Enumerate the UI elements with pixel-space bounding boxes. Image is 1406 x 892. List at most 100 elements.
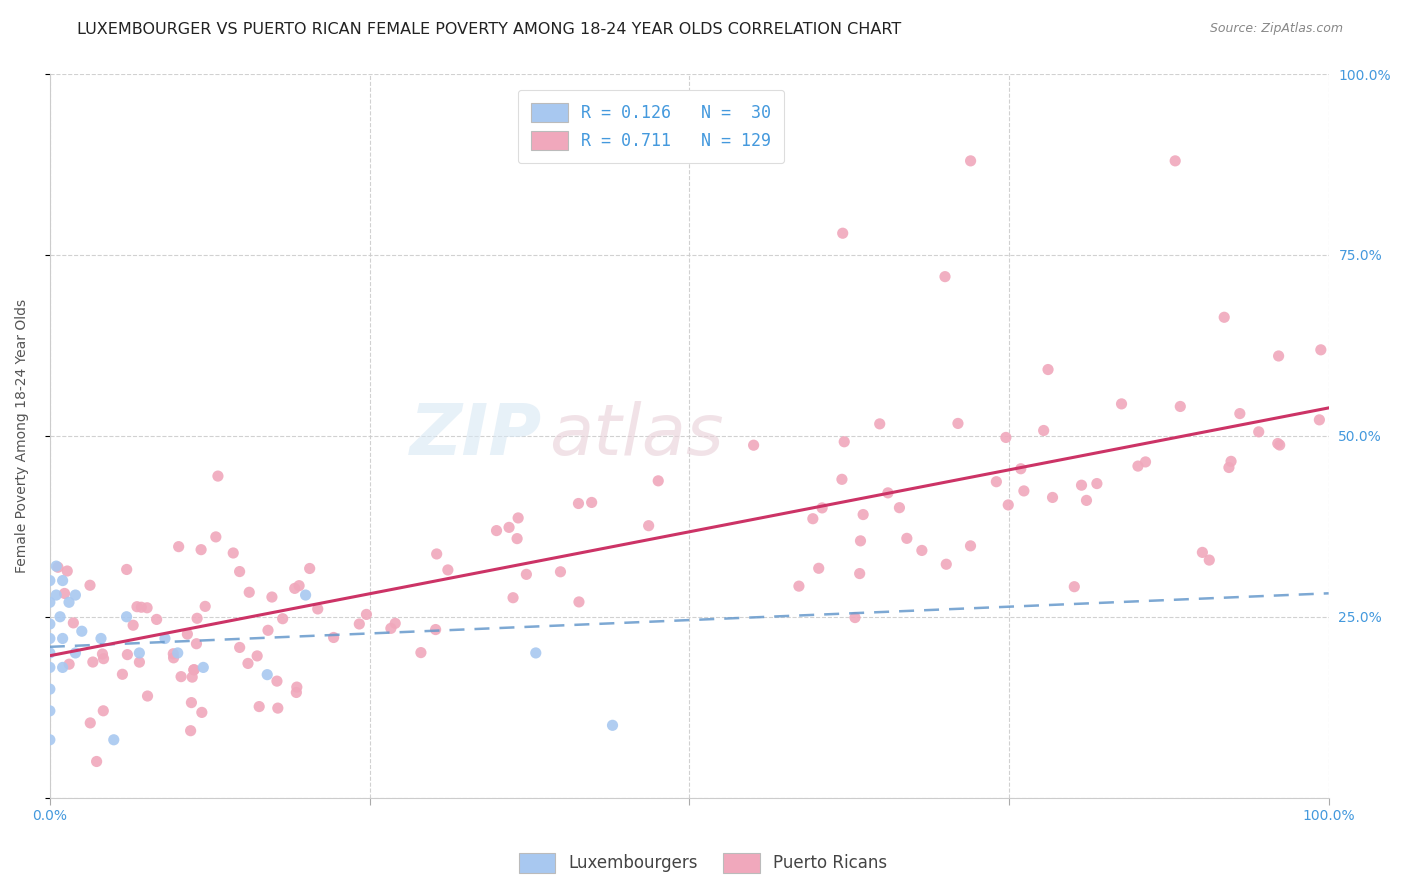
Point [869, 417, 891, 431]
Point [52, 632, 75, 646]
Point [180, 723, 202, 738]
Point [832, 434, 855, 449]
Point [205, 530, 228, 544]
Point [515, 567, 537, 582]
Point [228, 640, 250, 655]
Point [426, 547, 449, 561]
Point [1036, 362, 1059, 376]
Point [807, 561, 830, 575]
Point [285, 680, 308, 694]
Point [86, 755, 108, 769]
Point [811, 500, 834, 515]
Point [1247, 425, 1270, 439]
Point [65, 588, 87, 602]
Point [79, 578, 101, 592]
Point [191, 706, 214, 720]
Point [384, 616, 406, 631]
Point [128, 646, 150, 660]
Point [166, 646, 188, 660]
Point [228, 565, 250, 579]
Point [38, 646, 60, 660]
Legend: R = 0.126   N =  30, R = 0.711   N = 129: R = 0.126 N = 30, R = 0.711 N = 129 [517, 89, 785, 163]
Point [506, 532, 529, 546]
Point [1111, 397, 1133, 411]
Point [190, 542, 212, 557]
Point [877, 486, 900, 500]
Point [46, 560, 69, 574]
Point [186, 611, 208, 625]
Point [844, 610, 866, 624]
Point [1268, 438, 1291, 452]
Point [1168, 400, 1191, 414]
Point [602, 718, 624, 732]
Point [568, 595, 591, 609]
Point [186, 637, 208, 651]
Point [502, 591, 524, 605]
Point [425, 623, 447, 637]
Point [498, 520, 520, 534]
Point [1042, 491, 1064, 505]
Point [349, 617, 371, 632]
Point [122, 618, 145, 632]
Point [889, 500, 911, 515]
Point [1220, 454, 1243, 468]
Point [181, 670, 204, 684]
Point [58, 657, 80, 672]
Point [247, 699, 270, 714]
Point [801, 512, 824, 526]
Point [997, 498, 1019, 512]
Point [288, 579, 311, 593]
Point [1267, 436, 1289, 450]
Point [128, 655, 150, 669]
Point [56, 564, 79, 578]
Point [550, 565, 572, 579]
Point [409, 646, 432, 660]
Point [508, 511, 530, 525]
Point [194, 599, 217, 614]
Point [93, 651, 115, 665]
Point [79, 715, 101, 730]
Point [307, 602, 329, 616]
Point [1085, 476, 1108, 491]
Point [1063, 580, 1085, 594]
Point [170, 670, 193, 684]
Point [284, 582, 307, 596]
Point [38, 660, 60, 674]
Point [38, 682, 60, 697]
Point [959, 539, 981, 553]
Point [38, 704, 60, 718]
Point [581, 495, 603, 509]
Point [1076, 493, 1098, 508]
Point [380, 621, 402, 635]
Point [38, 732, 60, 747]
Point [38, 595, 60, 609]
Point [946, 417, 969, 431]
Point [1135, 455, 1157, 469]
Point [246, 648, 269, 663]
Point [180, 696, 202, 710]
Point [162, 647, 184, 661]
Point [49, 609, 72, 624]
Point [131, 600, 153, 615]
Point [271, 612, 294, 626]
Point [162, 650, 184, 665]
Point [896, 532, 918, 546]
Point [934, 269, 956, 284]
Point [298, 561, 321, 575]
Point [567, 496, 589, 510]
Point [103, 732, 125, 747]
Point [831, 226, 853, 240]
Point [238, 585, 260, 599]
Point [115, 609, 138, 624]
Point [1012, 483, 1035, 498]
Point [852, 508, 875, 522]
Text: LUXEMBOURGER VS PUERTO RICAN FEMALE POVERTY AMONG 18-24 YEAR OLDS CORRELATION CH: LUXEMBOURGER VS PUERTO RICAN FEMALE POVE… [77, 22, 901, 37]
Point [136, 600, 159, 615]
Point [117, 648, 139, 662]
Point [294, 588, 316, 602]
Point [91, 647, 114, 661]
Point [145, 612, 167, 626]
Point [62, 615, 84, 630]
Point [1010, 462, 1032, 476]
Point [637, 518, 659, 533]
